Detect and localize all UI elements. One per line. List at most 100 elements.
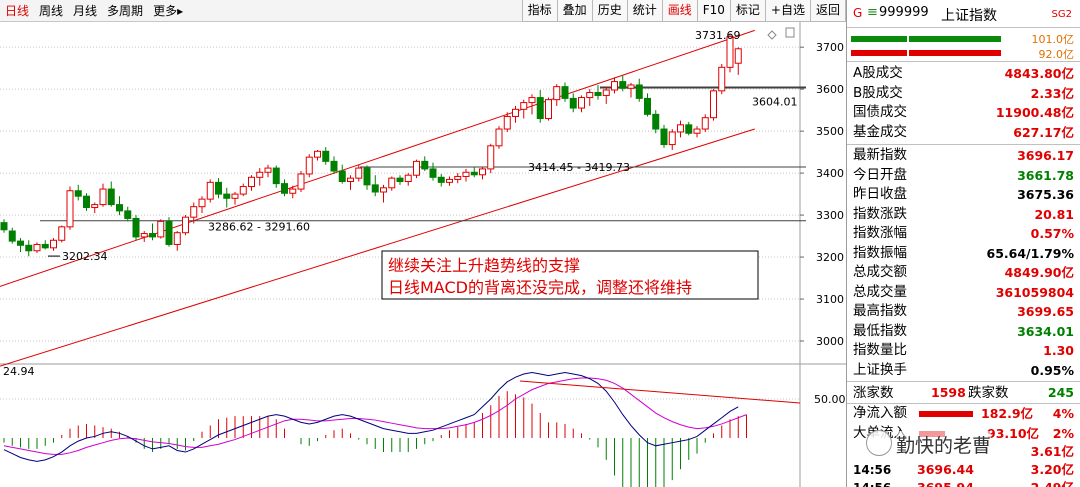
- candle-body: [479, 168, 486, 176]
- tool-button[interactable]: 历史: [591, 0, 628, 22]
- candle-body: [404, 174, 412, 183]
- sg-badge[interactable]: SG2: [1051, 9, 1072, 20]
- stock-name: 上证指数: [941, 8, 997, 24]
- candle-body: [454, 175, 462, 180]
- buy-bar-right: [909, 36, 1001, 42]
- candle-body: [281, 183, 288, 194]
- candle-body: [611, 81, 618, 91]
- tool-button[interactable]: 统计: [626, 0, 663, 22]
- candle-body: [421, 160, 429, 170]
- period-tab[interactable]: 月线: [73, 4, 98, 18]
- y-tick-label: 3200: [816, 251, 844, 264]
- tool-button[interactable]: 画线: [661, 0, 698, 22]
- price-annotation: 3202.34: [62, 250, 108, 263]
- net-inflow-row: 净流入额 182.9亿 4%: [847, 404, 1080, 424]
- candle-body: [512, 108, 519, 117]
- candle-body: [41, 243, 49, 249]
- stat-label: B股成交: [853, 84, 903, 101]
- stat-label: 指数量比: [853, 342, 907, 358]
- buy-sell-bars: 101.0亿 92.0亿: [847, 28, 1080, 62]
- stat-value: 3661.78: [1017, 167, 1074, 183]
- period-tab[interactable]: 多周期: [107, 4, 144, 18]
- stat-value: 65.64/1.79%: [986, 245, 1074, 261]
- candle-body: [289, 188, 297, 194]
- stat-label: 最新指数: [853, 147, 907, 163]
- price-annotation: 3286.62 - 3291.60: [208, 221, 310, 234]
- candle-body: [66, 190, 74, 228]
- big-order-value: 93.10亿: [987, 425, 1040, 441]
- kline-chart[interactable]: 3700 3600 3500 3400 3300 3200 3100 3000 3731.69 3…: [0, 22, 846, 487]
- price-annotation: 3414.45 - 3419.73: [528, 161, 630, 174]
- candle-body: [330, 160, 338, 172]
- candle-body: [602, 89, 610, 96]
- stat-label: 指数涨幅: [853, 225, 907, 241]
- period-tab[interactable]: 更多▸: [153, 4, 184, 18]
- candle-body: [248, 176, 255, 188]
- menu-icon[interactable]: ≡: [867, 5, 878, 20]
- square-marker-icon: [785, 27, 795, 38]
- period-tab[interactable]: 日线: [5, 4, 30, 18]
- stat-row: 最新指数 3696.17: [847, 146, 1080, 166]
- candle-body: [536, 97, 544, 120]
- candle-body: [272, 167, 280, 185]
- y-tick-label: 3100: [816, 293, 844, 306]
- candle-body: [256, 171, 264, 178]
- stat-value: 4849.90亿: [1004, 265, 1074, 280]
- macd-y-tick-label: 50.00: [814, 393, 846, 406]
- candle-body: [74, 190, 82, 197]
- candle-body: [173, 232, 181, 245]
- chart-toolbar: 日线 周线 月线 多周期 更多▸ 指标 叠加 历史 统计 画线 F10 标记 +自选 返回: [0, 0, 846, 22]
- tick-row: 14:56 3695.94 2.49亿: [847, 479, 1080, 487]
- up-count: 1598: [931, 385, 966, 400]
- candle-body: [437, 176, 445, 183]
- candle-body: [446, 178, 453, 183]
- candle-body: [99, 188, 107, 206]
- tool-button[interactable]: 指标: [521, 0, 558, 22]
- stat-row: 最高指数 3699.65: [847, 302, 1080, 322]
- y-tick-label: 3300: [816, 209, 844, 222]
- tool-button[interactable]: 叠加: [556, 0, 593, 22]
- tool-button[interactable]: F10: [696, 0, 731, 22]
- net-inflow-bar: [919, 411, 973, 417]
- candle-body: [520, 102, 528, 110]
- stat-label: A股成交: [853, 65, 903, 81]
- stat-row: 昨日收盘 3675.36: [847, 185, 1080, 205]
- candle-body: [231, 193, 239, 199]
- candle-body: [264, 167, 272, 173]
- stat-row: 最低指数 3634.01: [847, 322, 1080, 342]
- period-tab[interactable]: 周线: [39, 4, 64, 18]
- watermark-text: 勤快的老曹: [896, 431, 992, 458]
- up-count-label: 涨家数: [853, 385, 894, 401]
- candle-body: [297, 173, 305, 190]
- down-count: 245: [1047, 385, 1074, 400]
- tool-button[interactable]: 标记: [729, 0, 766, 22]
- stat-label: 国债成交: [853, 104, 907, 120]
- candle-body: [380, 187, 387, 193]
- candle-body: [677, 124, 684, 133]
- trendline: [0, 128, 755, 367]
- candle-body: [578, 97, 585, 109]
- candle-body: [322, 150, 330, 162]
- stat-value: 361059804: [995, 284, 1074, 300]
- candle-body: [528, 97, 536, 104]
- candle-body: [644, 97, 651, 115]
- stat-row: A股成交 4843.80亿: [847, 64, 1080, 84]
- y-tick-label: 3400: [816, 167, 844, 180]
- diamond-marker-icon: [767, 30, 777, 40]
- stat-label: 基金成交: [853, 123, 907, 140]
- macd-dif-line: [3, 371, 739, 462]
- buy-bar-left: [851, 36, 907, 42]
- candle-body: [215, 181, 222, 195]
- tool-button[interactable]: 返回: [809, 0, 846, 22]
- tool-button[interactable]: +自选: [764, 0, 811, 22]
- trendline: [0, 29, 755, 287]
- candle-body: [635, 84, 643, 99]
- stat-value: 3696.17: [1017, 148, 1074, 163]
- wechat-icon: [866, 430, 892, 456]
- stat-value: 1.30: [1043, 343, 1074, 358]
- g-icon[interactable]: G: [853, 6, 863, 20]
- candle-body: [388, 177, 396, 189]
- stat-row: 基金成交 627.17亿: [847, 123, 1080, 143]
- tick-amount: 2.49亿: [1031, 479, 1074, 487]
- candle-body: [586, 92, 594, 99]
